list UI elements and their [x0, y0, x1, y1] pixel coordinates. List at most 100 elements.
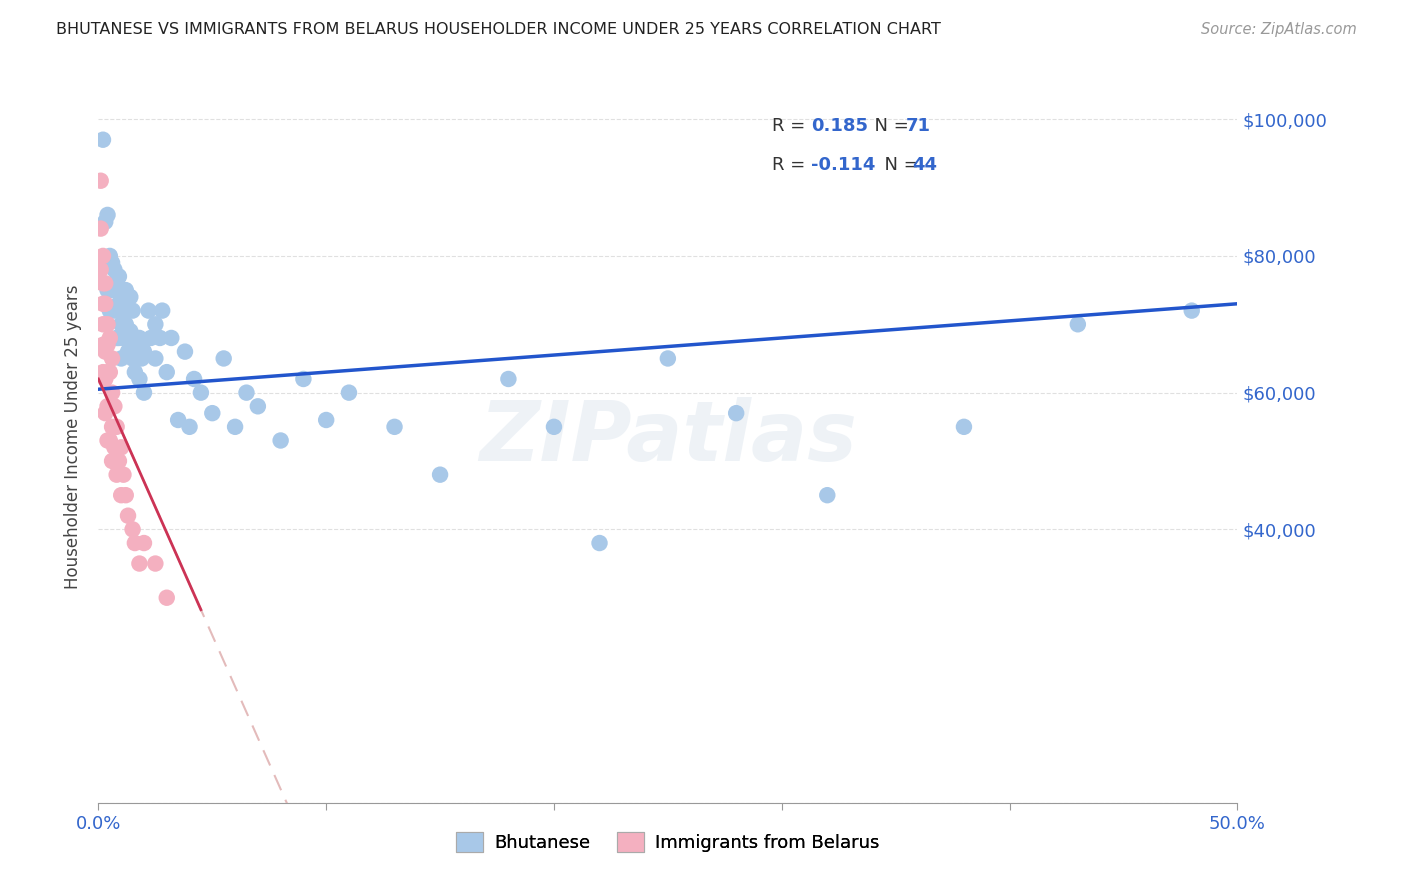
Point: [121, 303, 143, 318]
Point: [101, 351, 124, 366]
Point: [98, 249, 121, 263]
Point: [128, 372, 150, 386]
Point: [108, 331, 131, 345]
Point: [90, 221, 112, 235]
Point: [270, 434, 292, 448]
Point: [105, 420, 128, 434]
Point: [132, 344, 155, 359]
Point: [179, 420, 201, 434]
Point: [96, 400, 118, 414]
Point: [384, 420, 406, 434]
Point: [124, 536, 146, 550]
Point: [105, 283, 128, 297]
Point: [90, 174, 112, 188]
Point: [149, 331, 172, 345]
Text: R =: R =: [772, 117, 811, 135]
Text: 71: 71: [905, 117, 931, 135]
Point: [543, 420, 565, 434]
Point: [103, 440, 125, 454]
Point: [953, 420, 976, 434]
Point: [98, 256, 121, 270]
Point: [128, 557, 150, 571]
Point: [94, 372, 117, 386]
Point: [315, 413, 337, 427]
Point: [145, 318, 167, 332]
Point: [337, 385, 360, 400]
Text: N =: N =: [863, 117, 915, 135]
Point: [114, 318, 136, 332]
Point: [94, 297, 117, 311]
Point: [91, 133, 114, 147]
Point: [110, 290, 132, 304]
Text: 0.185: 0.185: [811, 117, 869, 135]
Point: [145, 557, 167, 571]
Point: [110, 318, 132, 332]
Point: [103, 400, 125, 414]
Point: [498, 372, 520, 386]
Point: [124, 331, 146, 345]
Point: [94, 215, 117, 229]
Point: [103, 262, 125, 277]
Point: [1181, 303, 1204, 318]
Point: [105, 467, 128, 482]
Point: [114, 283, 136, 297]
Point: [112, 331, 135, 345]
Point: [96, 434, 118, 448]
Point: [96, 365, 118, 379]
Point: [120, 324, 142, 338]
Point: [156, 365, 179, 379]
Point: [201, 406, 224, 420]
Point: [145, 351, 167, 366]
Point: [235, 385, 257, 400]
Point: [101, 420, 124, 434]
Point: [91, 338, 114, 352]
Point: [132, 536, 155, 550]
Point: [94, 344, 117, 359]
Point: [98, 434, 121, 448]
Point: [91, 318, 114, 332]
Point: [90, 262, 112, 277]
Point: [815, 488, 838, 502]
Point: [94, 406, 117, 420]
Point: [94, 318, 117, 332]
Point: [94, 277, 117, 291]
Point: [131, 351, 153, 366]
Text: R =: R =: [772, 156, 811, 174]
Point: [224, 420, 246, 434]
Point: [120, 290, 142, 304]
Point: [108, 454, 131, 468]
Point: [117, 508, 139, 523]
Point: [121, 522, 143, 536]
Text: -0.114: -0.114: [811, 156, 876, 174]
Point: [124, 365, 146, 379]
Point: [110, 351, 132, 366]
Point: [725, 406, 748, 420]
Point: [98, 400, 121, 414]
Point: [132, 385, 155, 400]
Point: [292, 372, 315, 386]
Point: [139, 331, 162, 345]
Point: [98, 365, 121, 379]
Point: [101, 385, 124, 400]
Point: [108, 269, 131, 284]
Point: [98, 331, 121, 345]
Point: [108, 297, 131, 311]
Text: ZIPatlas: ZIPatlas: [479, 397, 856, 477]
Point: [91, 277, 114, 291]
Text: BHUTANESE VS IMMIGRANTS FROM BELARUS HOUSEHOLDER INCOME UNDER 25 YEARS CORRELATI: BHUTANESE VS IMMIGRANTS FROM BELARUS HOU…: [56, 22, 941, 37]
Point: [114, 488, 136, 502]
Y-axis label: Householder Income Under 25 years: Householder Income Under 25 years: [65, 285, 83, 590]
Point: [96, 318, 118, 332]
Point: [101, 256, 124, 270]
Point: [160, 331, 183, 345]
Text: N =: N =: [873, 156, 925, 174]
Point: [96, 283, 118, 297]
Point: [96, 208, 118, 222]
Text: 44: 44: [912, 156, 938, 174]
Point: [212, 351, 235, 366]
Point: [128, 331, 150, 345]
Point: [121, 351, 143, 366]
Point: [588, 536, 610, 550]
Point: [112, 467, 135, 482]
Legend: Bhutanese, Immigrants from Belarus: Bhutanese, Immigrants from Belarus: [449, 824, 887, 860]
